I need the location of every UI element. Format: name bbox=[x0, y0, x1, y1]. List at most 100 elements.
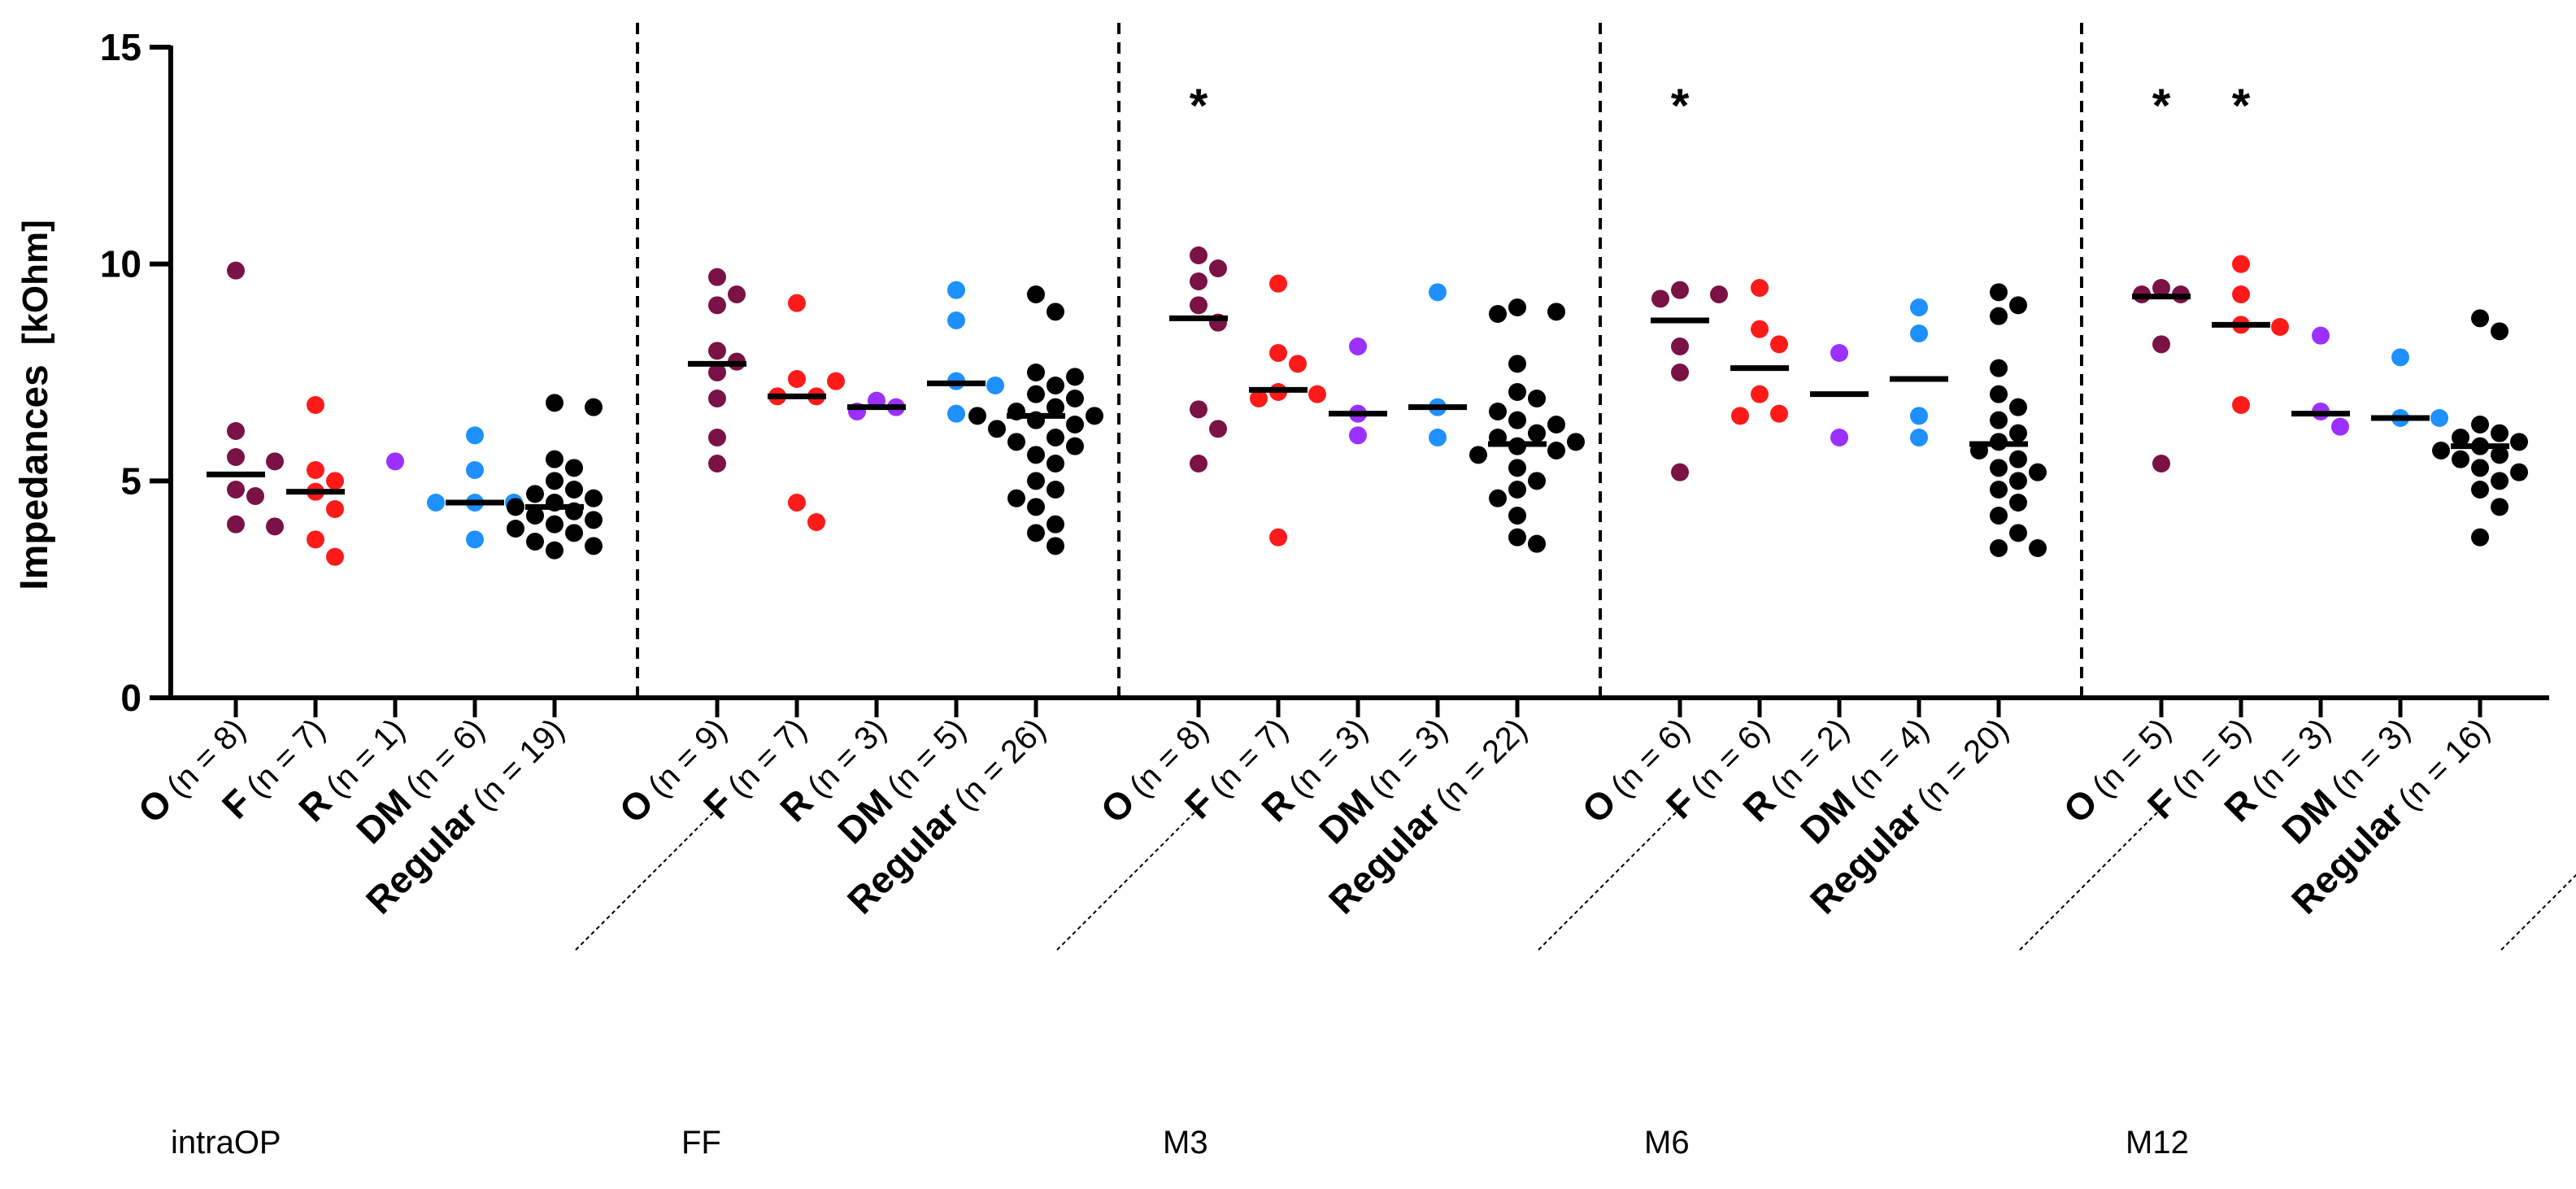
data-point-regular bbox=[2009, 398, 2027, 416]
data-point-regular bbox=[1046, 377, 1064, 394]
data-point-o bbox=[1190, 400, 1208, 419]
data-point-regular bbox=[585, 489, 603, 507]
data-point-regular bbox=[1007, 489, 1025, 507]
data-point-regular bbox=[1066, 437, 1084, 455]
data-point-regular bbox=[2452, 450, 2469, 468]
data-point-regular bbox=[1007, 433, 1025, 451]
data-point-f bbox=[1269, 274, 1287, 293]
data-point-dm bbox=[947, 404, 965, 423]
data-point-f bbox=[1289, 355, 1307, 373]
data-point-regular bbox=[1567, 433, 1585, 451]
data-point-f bbox=[2232, 255, 2250, 273]
data-point-o bbox=[1710, 285, 1728, 303]
data-point-regular bbox=[2471, 459, 2489, 477]
data-point-f bbox=[326, 500, 344, 518]
data-point-f bbox=[307, 461, 324, 479]
data-point-dm bbox=[427, 494, 445, 512]
data-point-regular bbox=[1027, 524, 1045, 542]
data-point-o bbox=[227, 422, 245, 440]
data-point-f bbox=[2232, 396, 2250, 414]
data-point-r bbox=[1349, 338, 1367, 355]
data-point-f bbox=[1751, 320, 1769, 338]
data-point-dm bbox=[466, 461, 484, 479]
data-point-dm bbox=[1910, 324, 1928, 342]
data-point-regular bbox=[2510, 463, 2528, 481]
significance-star: * bbox=[1190, 80, 1208, 133]
data-point-regular bbox=[1046, 303, 1064, 321]
data-point-dm bbox=[1429, 283, 1447, 302]
y-tick-label: 0 bbox=[120, 677, 141, 719]
data-point-regular bbox=[1990, 283, 2008, 302]
data-point-f bbox=[807, 513, 825, 531]
data-point-o bbox=[708, 268, 726, 286]
significance-star: * bbox=[2232, 80, 2251, 133]
data-point-regular bbox=[565, 524, 583, 542]
data-point-regular bbox=[1046, 537, 1064, 555]
data-point-regular bbox=[585, 511, 603, 529]
data-point-dm bbox=[1429, 429, 1447, 446]
data-point-regular bbox=[1046, 481, 1064, 499]
data-point-regular bbox=[1027, 285, 1045, 303]
data-point-regular bbox=[2491, 446, 2509, 464]
group-label: intraOP bbox=[171, 1125, 281, 1161]
label-underline bbox=[575, 798, 728, 951]
data-point-r bbox=[1830, 344, 1848, 362]
data-point-o bbox=[266, 452, 284, 471]
data-point-regular bbox=[2510, 433, 2528, 451]
data-point-regular bbox=[546, 541, 564, 560]
data-point-regular bbox=[2009, 524, 2027, 542]
data-point-o bbox=[1190, 455, 1208, 473]
data-point-regular bbox=[585, 398, 603, 416]
data-point-regular bbox=[2029, 539, 2047, 557]
label-underline bbox=[1538, 798, 1690, 951]
label-underline bbox=[2019, 798, 2172, 951]
data-point-dm bbox=[1910, 407, 1928, 425]
label-underline bbox=[2500, 873, 2576, 951]
data-point-regular bbox=[2009, 424, 2027, 442]
data-point-o bbox=[708, 455, 726, 473]
data-point-regular bbox=[1508, 481, 1526, 499]
group-label: FF bbox=[681, 1125, 721, 1161]
data-point-regular bbox=[1508, 528, 1526, 547]
data-point-regular bbox=[1489, 489, 1507, 507]
data-point-o bbox=[1651, 290, 1669, 308]
data-point-regular bbox=[1027, 472, 1045, 490]
data-point-o bbox=[1190, 296, 1208, 315]
data-point-regular bbox=[546, 450, 564, 468]
data-point-regular bbox=[2471, 309, 2489, 328]
data-point-o bbox=[708, 429, 726, 446]
data-point-r bbox=[1830, 429, 1848, 446]
data-point-o bbox=[708, 296, 726, 315]
data-point-r bbox=[1349, 426, 1367, 445]
data-point-f bbox=[2232, 285, 2250, 303]
significance-star: * bbox=[2152, 80, 2171, 133]
data-point-regular bbox=[2471, 481, 2489, 499]
data-point-regular bbox=[1990, 507, 2008, 525]
data-point-regular bbox=[2009, 296, 2027, 315]
data-point-regular bbox=[526, 507, 544, 525]
data-point-o bbox=[1671, 281, 1689, 299]
data-point-regular bbox=[1027, 498, 1045, 516]
data-point-regular bbox=[565, 459, 583, 477]
data-point-regular bbox=[1547, 303, 1565, 321]
data-point-regular bbox=[1027, 364, 1045, 381]
data-point-f bbox=[307, 530, 324, 549]
data-point-dm bbox=[466, 426, 484, 445]
data-point-f bbox=[1751, 385, 1769, 403]
data-point-regular bbox=[1027, 446, 1045, 464]
data-point-regular bbox=[1508, 507, 1526, 525]
data-point-regular bbox=[1046, 455, 1064, 473]
data-point-o bbox=[2152, 279, 2170, 297]
data-point-regular bbox=[1066, 416, 1084, 433]
data-point-regular bbox=[1046, 429, 1064, 446]
data-point-regular bbox=[2029, 463, 2047, 481]
data-point-o bbox=[2152, 455, 2170, 473]
data-point-f bbox=[326, 547, 344, 566]
data-point-regular bbox=[526, 533, 544, 551]
data-point-f bbox=[788, 370, 806, 388]
data-point-regular bbox=[585, 537, 603, 555]
data-point-f bbox=[1250, 390, 1268, 407]
